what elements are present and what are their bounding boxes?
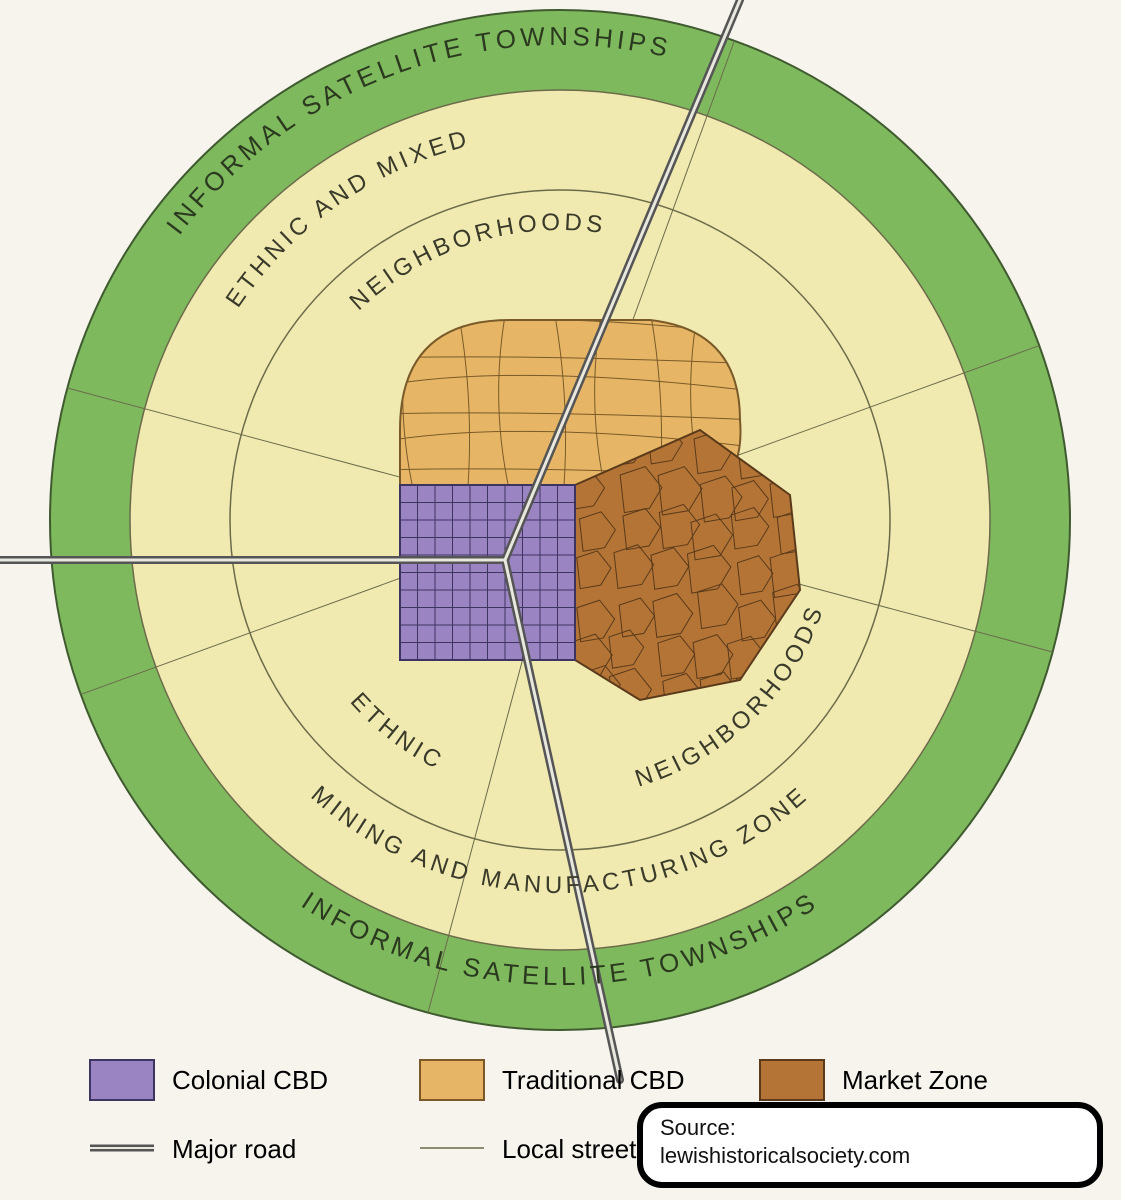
colonial-cbd-zone — [400, 485, 575, 660]
legend-swatch — [760, 1060, 824, 1100]
legend-swatch — [420, 1060, 484, 1100]
legend-label: Major road — [172, 1134, 296, 1164]
legend-label: Colonial CBD — [172, 1065, 328, 1095]
legend-label: Traditional CBD — [502, 1065, 685, 1095]
source-title: Source: — [660, 1115, 736, 1140]
legend-swatch — [90, 1060, 154, 1100]
source-citation-box: Source: lewishistoricalsociety.com — [640, 1105, 1100, 1185]
source-url: lewishistoricalsociety.com — [660, 1143, 910, 1168]
legend-label: Market Zone — [842, 1065, 988, 1095]
city-model-diagram: INFORMAL SATELLITE TOWNSHIPS INFORMAL SA… — [0, 0, 1121, 1200]
legend-label: Local street — [502, 1134, 637, 1164]
